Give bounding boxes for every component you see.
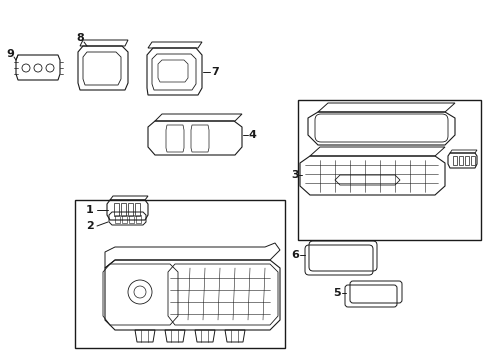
Text: 5: 5	[332, 288, 340, 298]
Bar	[75, 200, 285, 348]
Text: 7: 7	[211, 67, 219, 77]
Text: 8: 8	[76, 33, 84, 43]
Bar	[114, 203, 119, 216]
Bar	[115, 215, 120, 223]
Bar	[297, 100, 480, 240]
Text: 3: 3	[290, 170, 298, 180]
Text: 1: 1	[86, 205, 94, 215]
Text: 4: 4	[247, 130, 255, 140]
Bar	[452, 156, 456, 165]
Text: 6: 6	[290, 250, 298, 260]
Bar	[135, 203, 140, 216]
Bar	[464, 156, 468, 165]
Bar	[129, 215, 134, 223]
Bar	[470, 156, 474, 165]
Text: 2: 2	[86, 221, 94, 231]
Bar	[128, 203, 133, 216]
Bar	[122, 215, 127, 223]
Text: 9: 9	[6, 49, 14, 59]
Bar	[121, 203, 126, 216]
Bar	[136, 215, 141, 223]
Bar	[458, 156, 462, 165]
